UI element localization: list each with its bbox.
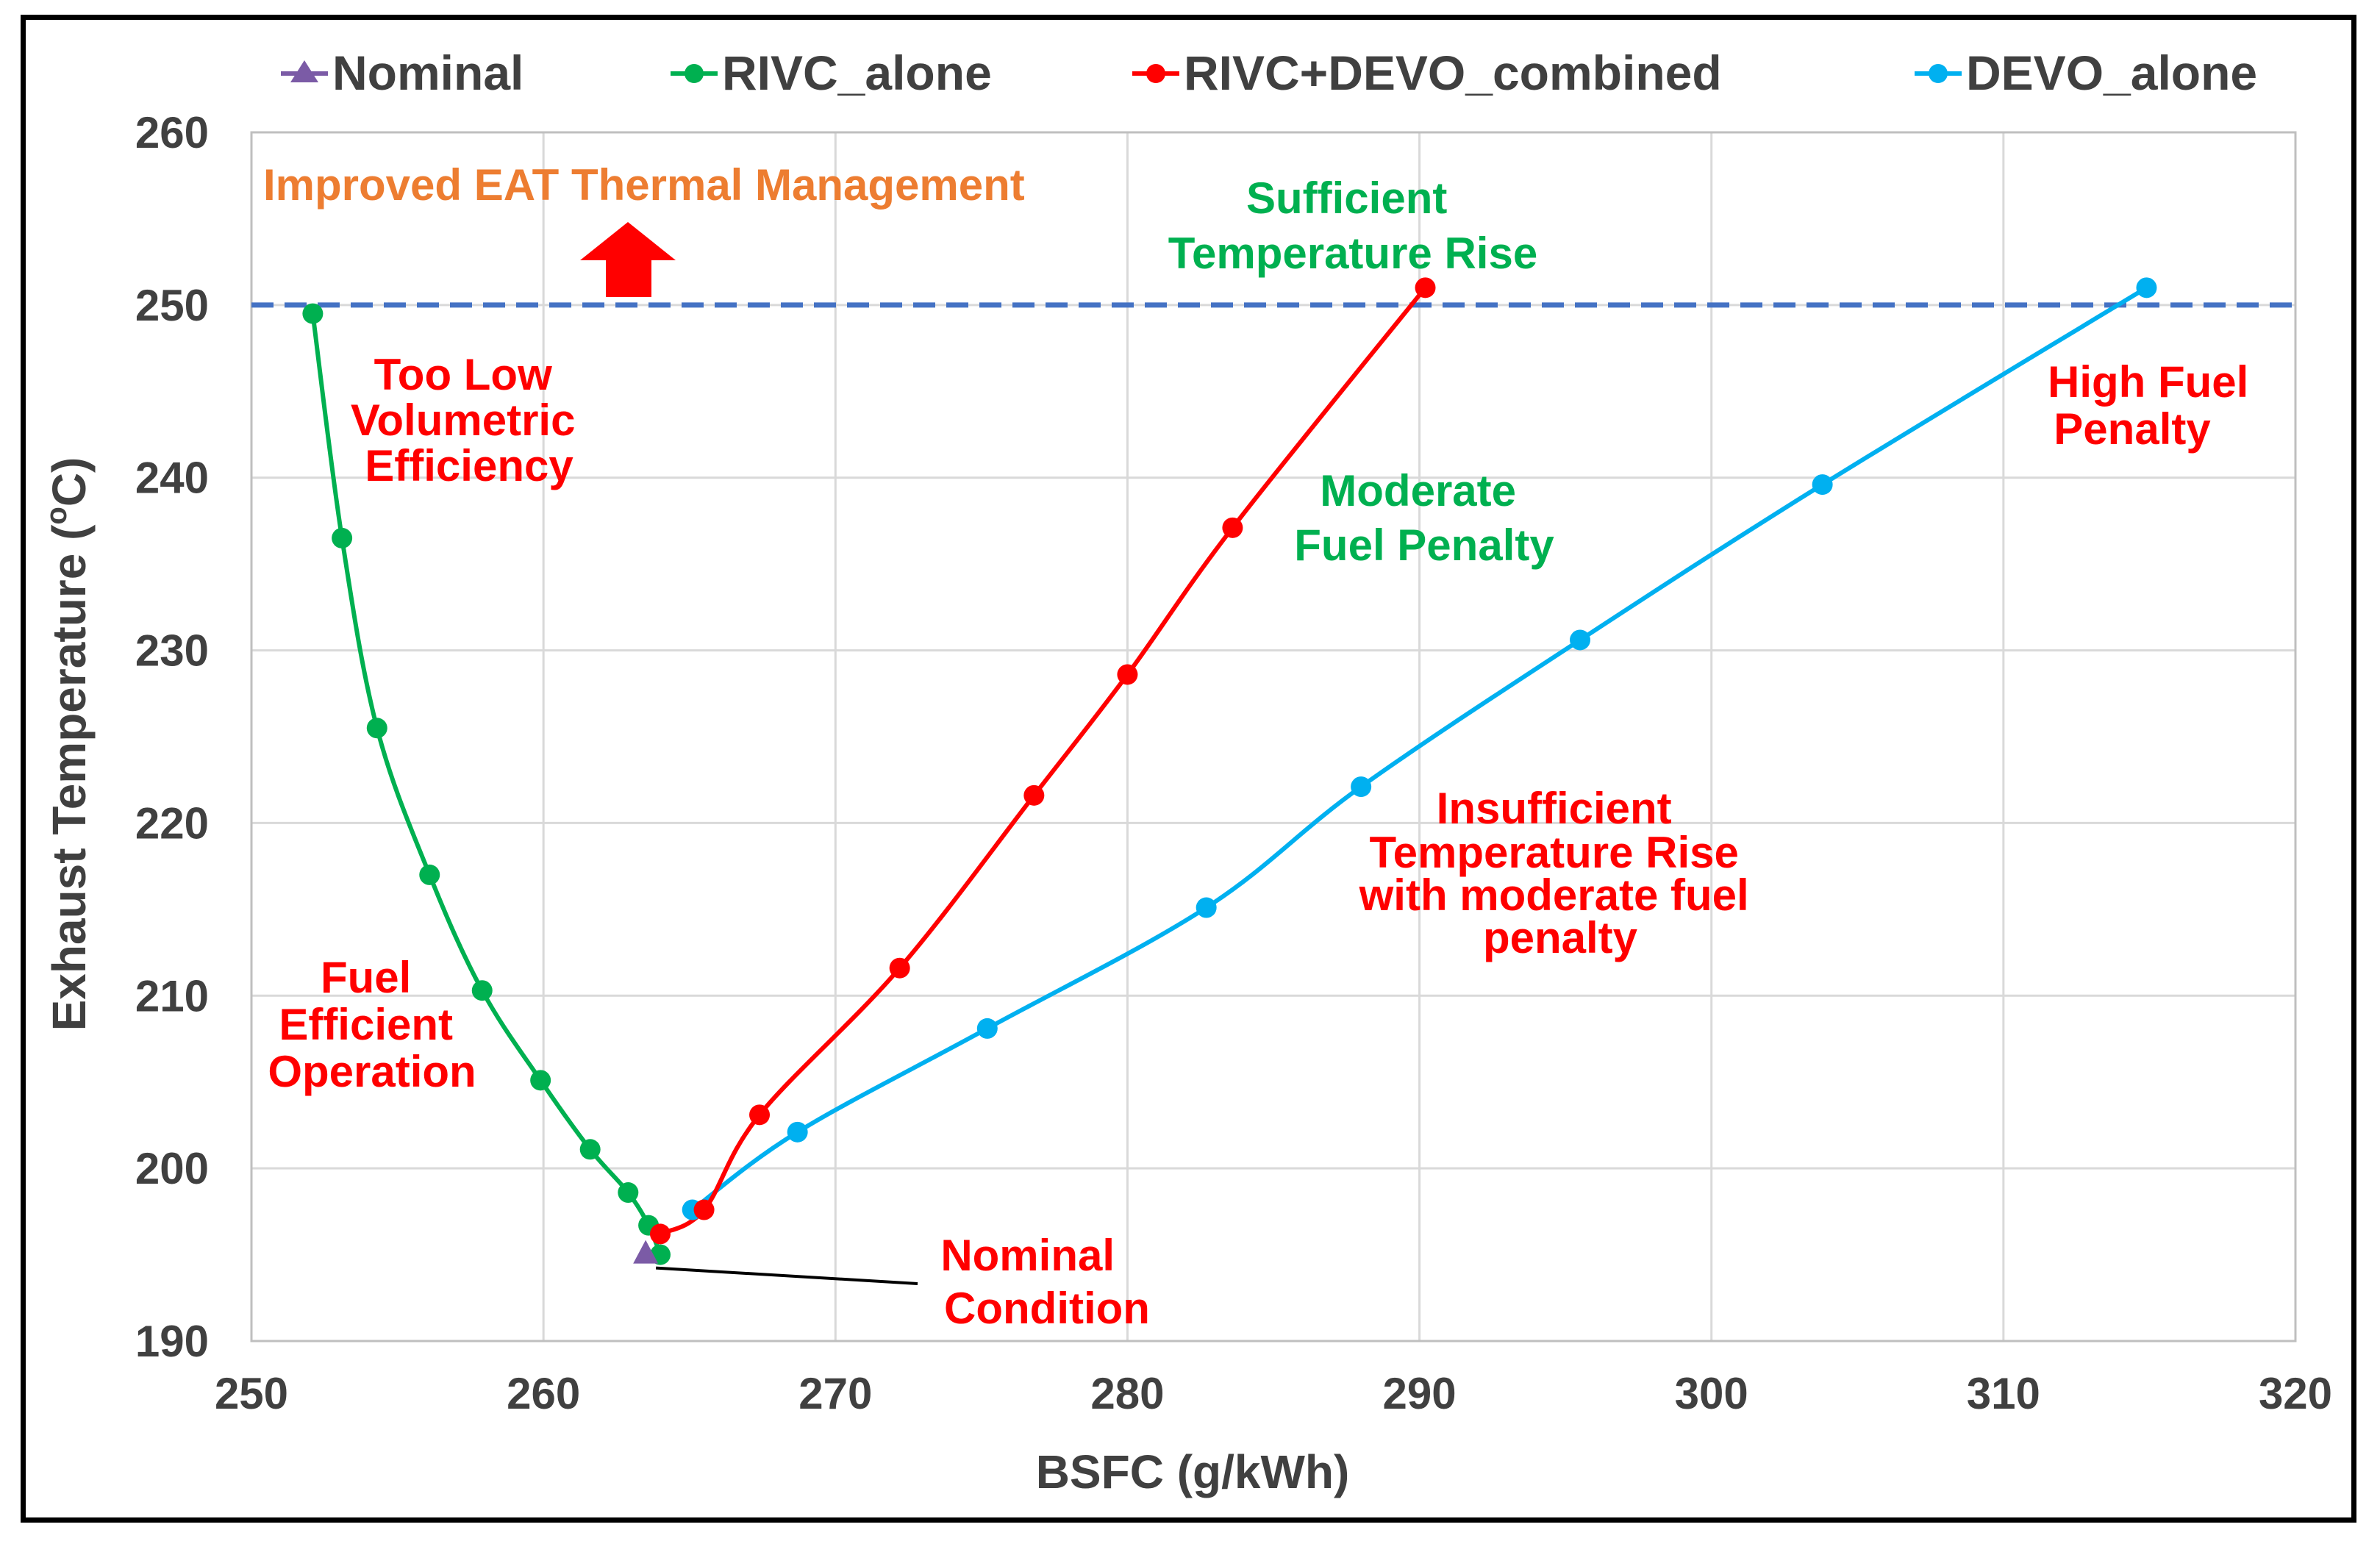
point-rivc-devo-combined (1222, 517, 1243, 538)
tick-labels: 250 260 270 280 290 300 310 320 190 200 210 220 230 2… (135, 108, 2332, 1418)
point-devo-alone (2136, 277, 2157, 298)
point-devo-alone (1351, 776, 1372, 798)
y-axis-title-degree: o (40, 507, 73, 524)
y-tick-label: 240 (135, 454, 209, 503)
y-tick-label: 220 (135, 798, 209, 848)
annotation-line: Fuel (321, 953, 411, 1002)
y-tick-label: 250 (135, 281, 209, 330)
point-devo-alone (787, 1121, 808, 1143)
annotation-too-low-volumetric-efficiency: Too Low Volumetric Efficiency (351, 350, 587, 490)
annotation-high-fuel-penalty: High Fuel Penalty (2048, 357, 2261, 454)
x-tick-label: 320 (2259, 1369, 2332, 1418)
annotation-line: Efficient (279, 1000, 453, 1049)
point-rivc-alone (366, 718, 387, 739)
point-rivc-alone (419, 864, 440, 885)
legend-item-devo-alone: DEVO_alone (1915, 46, 2257, 100)
annotation-line: Temperature Rise (1168, 229, 1537, 278)
y-tick-label: 210 (135, 971, 209, 1020)
annotation-line: Efficiency (365, 441, 573, 490)
x-tick-label: 280 (1090, 1369, 1164, 1418)
point-rivc-devo-combined (749, 1104, 771, 1126)
point-rivc-alone (302, 303, 324, 324)
point-rivc-alone (471, 980, 493, 1001)
point-rivc-alone (530, 1070, 551, 1091)
legend-label-nominal: Nominal (332, 46, 523, 100)
point-devo-alone (976, 1018, 998, 1039)
annotation-line: Volumetric (351, 396, 576, 445)
series-line-rivc-devo-combined (658, 285, 1428, 1237)
point-devo-alone (1812, 474, 1833, 496)
annotation-line: Sufficient (1246, 174, 1447, 223)
annotation-line: with moderate fuel (1359, 870, 1749, 920)
annotation-sufficient-temperature-rise: Sufficient Temperature Rise (1168, 174, 1537, 278)
series-markers (302, 277, 2157, 1265)
y-tick-label: 260 (135, 108, 209, 157)
annotation-line: Fuel Penalty (1294, 521, 1554, 570)
point-rivc-devo-combined (1117, 664, 1138, 685)
x-tick-label: 300 (1675, 1369, 1748, 1418)
point-devo-alone (1196, 897, 1217, 918)
x-tick-label: 250 (215, 1369, 288, 1418)
point-rivc-devo-combined (650, 1223, 671, 1245)
legend-swatch-rivc-devo-dot-icon (1146, 64, 1165, 83)
legend-item-rivc-devo-combined: RIVC+DEVO_combined (1132, 46, 1722, 100)
point-rivc-alone (579, 1139, 601, 1160)
legend-swatch-devo-alone-dot-icon (1929, 64, 1948, 83)
legend-swatch-nominal-triangle-icon (290, 60, 318, 82)
annotation-line: Insufficient (1437, 784, 1672, 833)
annotation-line: Penalty (2054, 404, 2211, 454)
annotation-line: Nominal (940, 1231, 1115, 1280)
annotation-insufficient-temperature-rise: Insufficient Temperature Rise with moder… (1359, 784, 1762, 962)
grid-lines (251, 131, 2297, 1341)
up-arrow-icon (580, 222, 676, 297)
chart-frame (21, 15, 2356, 1523)
annotation-line: Temperature Rise (1369, 828, 1738, 877)
y-tick-label: 190 (135, 1317, 209, 1366)
plot-area-border (250, 131, 2297, 1342)
legend-label-rivc-alone: RIVC_alone (722, 46, 992, 100)
legend-label-devo-alone: DEVO_alone (1966, 46, 2257, 100)
point-rivc-devo-combined (693, 1199, 715, 1220)
point-devo-alone (1570, 629, 1590, 651)
y-axis-title-main: Exhaust Temperature ( (43, 524, 96, 1031)
point-rivc-alone (332, 527, 353, 548)
x-tick-label: 260 (507, 1369, 580, 1418)
annotation-line: Too Low (374, 350, 552, 399)
annotation-line: Operation (268, 1047, 476, 1096)
annotation-line: Moderate (1320, 466, 1516, 515)
series-lines (310, 285, 2149, 1257)
point-rivc-devo-combined (889, 957, 910, 979)
annotation-line: penalty (1483, 913, 1638, 962)
point-nominal (633, 1240, 659, 1264)
nominal-leader-line (656, 1266, 918, 1285)
legend-label-rivc-devo-combined: RIVC+DEVO_combined (1184, 46, 1722, 100)
y-tick-label: 200 (135, 1144, 209, 1193)
annotation-nominal-condition: Nominal Condition (940, 1231, 1150, 1333)
legend: Nominal RIVC_alone RIVC+DEVO_combined DE… (281, 46, 2257, 100)
legend-item-nominal: Nominal (281, 46, 523, 100)
annotation-line: Condition (944, 1284, 1150, 1333)
point-rivc-devo-combined (1415, 277, 1436, 298)
x-tick-label: 310 (1967, 1369, 2040, 1418)
x-tick-label: 290 (1383, 1369, 1457, 1418)
annotation-eat-thermal-management: Improved EAT Thermal Management (263, 160, 1025, 210)
nominal-callout-line (656, 1266, 918, 1285)
annotation-fuel-efficient-operation: Fuel Efficient Operation (268, 953, 476, 1096)
annotation-line: High Fuel (2048, 357, 2248, 407)
point-rivc-alone (618, 1182, 639, 1204)
x-axis-title: BSFC (g/kWh) (1036, 1445, 1350, 1498)
y-axis-title-unit: C) (43, 457, 96, 507)
y-axis-title: Exhaust Temperature (oC) (40, 457, 96, 1031)
x-tick-label: 270 (798, 1369, 872, 1418)
legend-swatch-rivc-alone-dot-icon (685, 64, 704, 83)
axes (250, 131, 2297, 1342)
legend-item-rivc-alone: RIVC_alone (671, 46, 992, 100)
point-rivc-devo-combined (1023, 784, 1045, 806)
y-tick-label: 230 (135, 626, 209, 676)
annotation-moderate-fuel-penalty: Moderate Fuel Penalty (1294, 466, 1554, 570)
